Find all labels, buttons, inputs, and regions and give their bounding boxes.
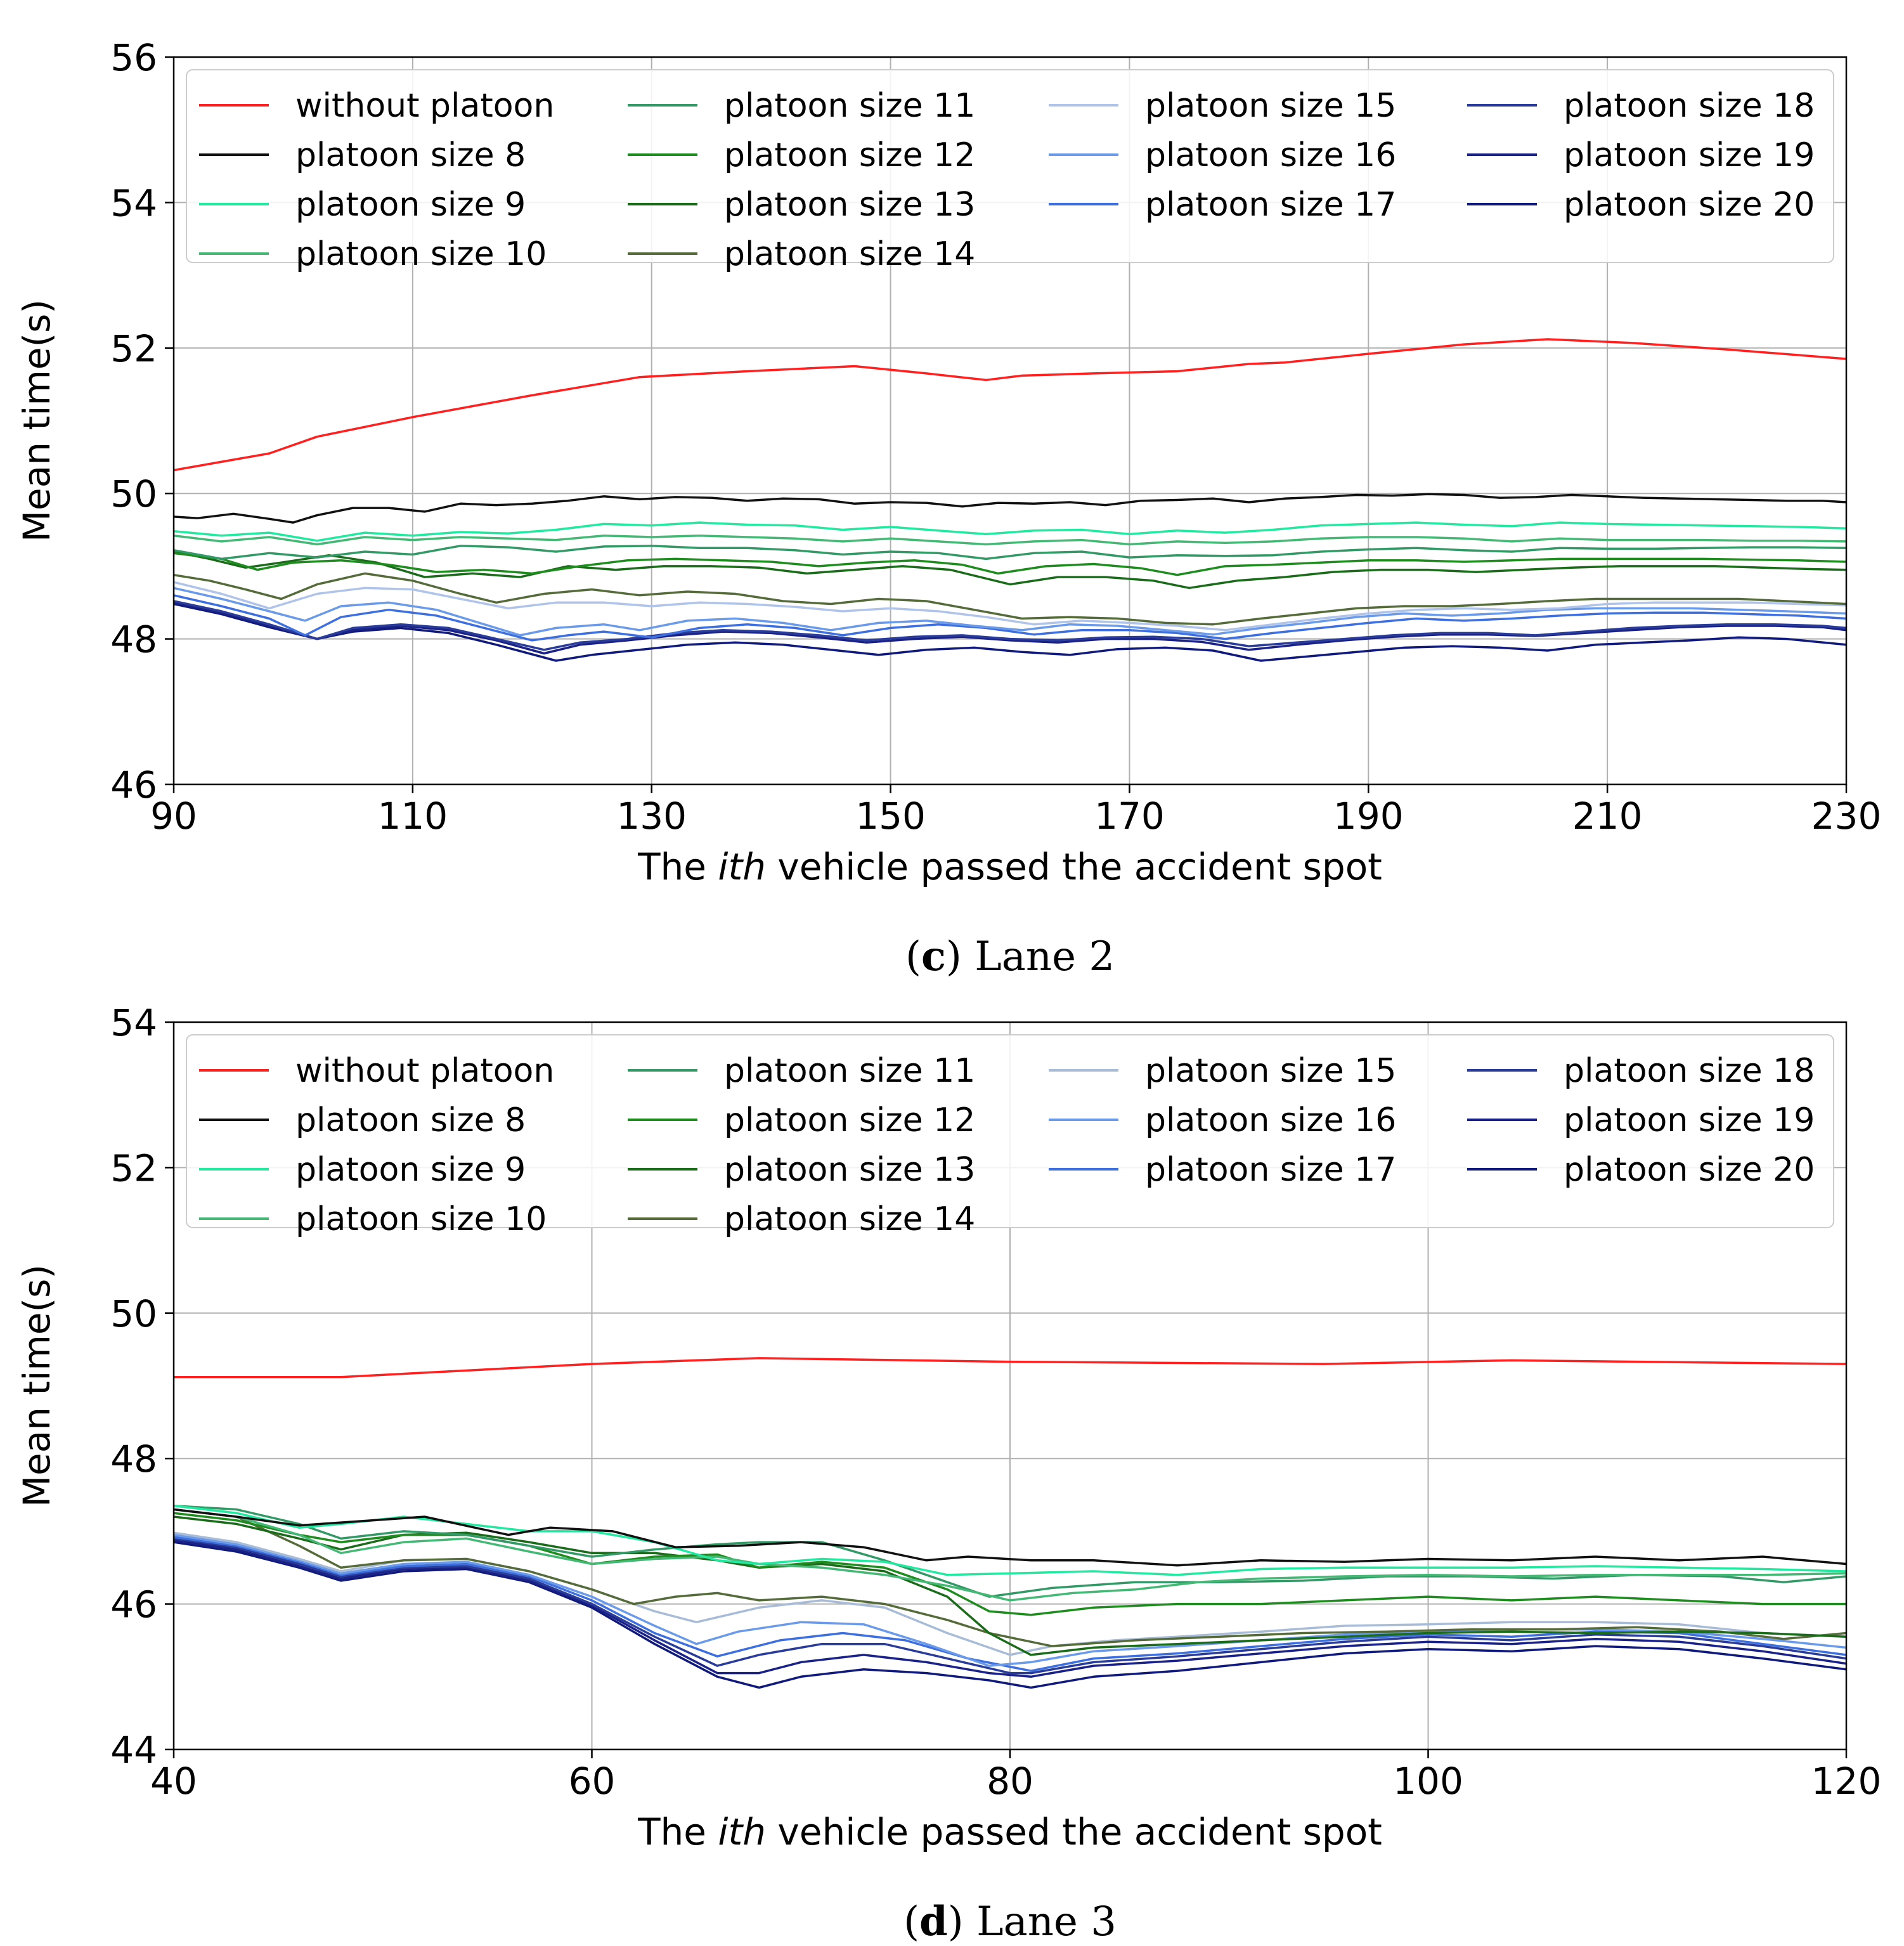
legend-label: platoon size 18 — [1564, 1052, 1815, 1090]
legend-label: platoon size 16 — [1145, 136, 1396, 174]
x-tick-label: 130 — [616, 795, 687, 838]
series-line-platoon-size-8 — [174, 1508, 1846, 1567]
series-line-platoon-size-12 — [174, 552, 1846, 576]
x-tick-label: 170 — [1094, 795, 1165, 838]
series-group — [174, 338, 1846, 662]
series-line-platoon-size-19 — [174, 601, 1846, 655]
legend-label: platoon size 11 — [724, 1052, 975, 1090]
legend-label: platoon size 8 — [295, 136, 526, 174]
series-line-platoon-size-20 — [174, 602, 1846, 662]
legend-label: platoon size 15 — [1145, 87, 1396, 125]
x-tick-label: 80 — [987, 1760, 1033, 1803]
plot-frame — [172, 1021, 1848, 1751]
series-line-platoon-size-19 — [174, 1538, 1846, 1678]
y-tick-label: 54 — [110, 181, 157, 224]
legend-label: platoon size 19 — [1564, 136, 1815, 174]
legend — [186, 69, 1834, 263]
series-line-platoon-size-11 — [174, 1505, 1846, 1598]
y-tick-label: 46 — [110, 763, 157, 807]
x-tick-label: 190 — [1333, 795, 1404, 838]
series-line-platoon-size-18 — [174, 1537, 1846, 1675]
chart-lane-3: 40 60 80 100 120 44 46 48 50 52 54 without platoon p… — [15, 1001, 1881, 1945]
legend-label: platoon size 10 — [295, 1200, 547, 1238]
legend-label: platoon size 10 — [295, 235, 547, 273]
legend-label: platoon size 12 — [724, 1101, 975, 1139]
panel-caption: (c) Lane 2 — [905, 933, 1115, 980]
y-axis-label: Mean time(s) — [15, 299, 58, 542]
y-tick-label: 48 — [110, 1437, 157, 1481]
series-line-platoon-size-8 — [174, 493, 1846, 524]
y-tick-label: 50 — [110, 472, 157, 516]
x-axis-label: The ith vehicle passed the accident spot — [637, 1810, 1382, 1853]
legend-label: platoon size 17 — [1145, 186, 1396, 224]
x-tick-label: 40 — [150, 1760, 197, 1803]
x-tick-label: 60 — [569, 1760, 616, 1803]
series-line-platoon-size-14 — [174, 1508, 1846, 1647]
x-tick-label: 100 — [1393, 1760, 1463, 1803]
y-tick-label: 54 — [110, 1001, 157, 1044]
series-line-platoon-size-11 — [174, 545, 1846, 561]
x-tick-label: 120 — [1811, 1760, 1882, 1803]
legend-label: platoon size 11 — [724, 87, 975, 125]
series-line-platoon-size-17 — [174, 1536, 1846, 1672]
x-tick-label: 90 — [150, 795, 197, 838]
legend-label: without platoon — [295, 87, 554, 125]
series-line-platoon-size-13 — [174, 550, 1846, 590]
legend-label: platoon size 15 — [1145, 1052, 1396, 1090]
legend-label: platoon size 14 — [724, 1200, 975, 1238]
series-line-platoon-size-15 — [174, 581, 1846, 632]
chart-lane-2: 90 110 130 150 170 190 210 230 46 48 50 52 54 56 witho… — [15, 36, 1881, 980]
y-tick-label: 52 — [110, 327, 157, 370]
y-tick-label: 56 — [110, 36, 157, 79]
x-tick-label: 210 — [1572, 795, 1643, 838]
legend-label: platoon size 12 — [724, 136, 975, 174]
y-tick-label: 44 — [110, 1729, 157, 1772]
legend-label: platoon size 14 — [724, 235, 975, 273]
x-tick-label: 150 — [855, 795, 926, 838]
series-line-platoon-size-20 — [174, 1541, 1846, 1689]
series-line-without-platoon — [174, 338, 1846, 472]
legend-label: platoon size 16 — [1145, 1101, 1396, 1139]
y-tick-label: 50 — [110, 1292, 157, 1335]
series-line-platoon-size-10 — [174, 534, 1846, 546]
legend-label: platoon size 19 — [1564, 1101, 1815, 1139]
series-line-platoon-size-12 — [174, 1512, 1846, 1616]
legend-label: platoon size 8 — [295, 1101, 526, 1139]
series-line-platoon-size-17 — [174, 594, 1846, 642]
legend-label: platoon size 20 — [1564, 186, 1815, 224]
legend-label: platoon size 9 — [295, 186, 526, 224]
series-line-platoon-size-9 — [174, 1505, 1846, 1576]
legend-label: platoon size 13 — [724, 186, 975, 224]
series-line-platoon-size-14 — [174, 572, 1846, 626]
legend-label: platoon size 18 — [1564, 87, 1815, 125]
series-line-without-platoon — [174, 1357, 1846, 1378]
series-group — [174, 1357, 1846, 1689]
plot-frame — [172, 56, 1848, 786]
x-tick-label: 230 — [1811, 795, 1882, 838]
legend-label: platoon size 17 — [1145, 1151, 1396, 1189]
y-tick-label: 48 — [110, 618, 157, 661]
legend-label: platoon size 20 — [1564, 1151, 1815, 1189]
legend-label: without platoon — [295, 1052, 554, 1090]
y-tick-label: 52 — [110, 1146, 157, 1190]
legend-label: platoon size 13 — [724, 1151, 975, 1189]
y-axis-label: Mean time(s) — [15, 1264, 58, 1507]
x-axis-label: The ith vehicle passed the accident spot — [637, 845, 1382, 888]
series-line-platoon-size-9 — [174, 521, 1846, 542]
series-line-platoon-size-18 — [174, 600, 1846, 651]
x-tick-label: 110 — [377, 795, 448, 838]
y-tick-label: 46 — [110, 1583, 157, 1626]
legend — [186, 1034, 1834, 1228]
legend-label: platoon size 9 — [295, 1151, 526, 1189]
series-line-platoon-size-10 — [174, 1508, 1846, 1602]
panel-caption: (d) Lane 3 — [903, 1898, 1117, 1945]
